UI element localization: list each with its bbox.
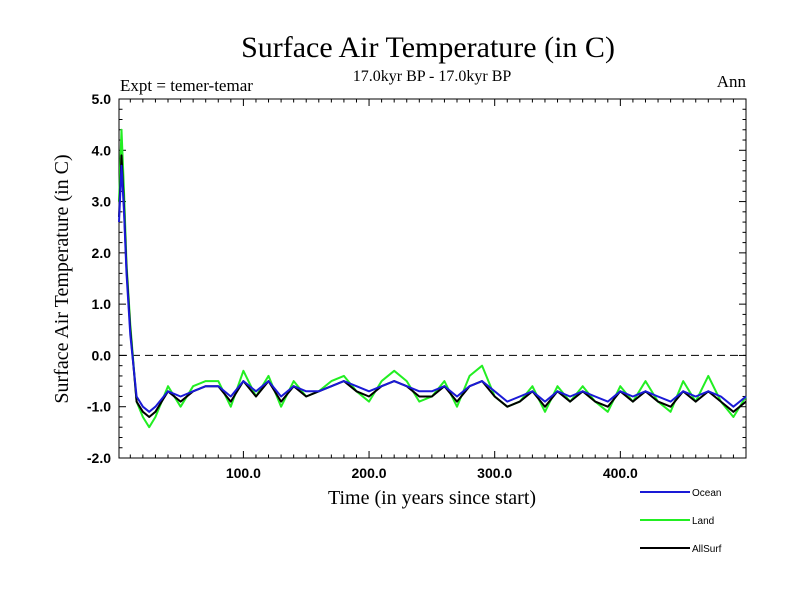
legend-label-allsurf: AllSurf — [692, 544, 722, 555]
series-line-allsurf — [118, 154, 747, 418]
plot-area: -2.0 -1.0 0.0 1.0 2.0 3.0 4.0 5.0 100.0 200.0 300.… — [87, 91, 747, 481]
y-tick-label: 3.0 — [92, 194, 112, 210]
plot-frame — [118, 98, 747, 459]
y-tick-label: 4.0 — [92, 142, 112, 158]
x-tick-label: 100.0 — [226, 465, 261, 481]
legend-label-ocean: Ocean — [692, 488, 721, 499]
x-axis-label: Time (in years since start) — [328, 487, 536, 509]
y-tick-label: 5.0 — [92, 91, 112, 107]
legend: Ocean Land AllSurf — [640, 488, 722, 555]
experiment-label: Expt = temer-temar — [120, 76, 253, 95]
x-tick-label: 200.0 — [352, 465, 387, 481]
chart-subtitle: 17.0kyr BP - 17.0kyr BP — [353, 68, 512, 85]
y-tick-label: -2.0 — [87, 450, 111, 466]
chart-title: Surface Air Temperature (in C) — [241, 31, 615, 64]
y-axis-label: Surface Air Temperature (in C) — [51, 154, 73, 403]
series-line-ocean — [118, 164, 747, 413]
legend-label-land: Land — [692, 516, 714, 527]
y-tick-label: 0.0 — [92, 347, 112, 363]
series-line-land — [118, 128, 747, 429]
y-tick-label: 2.0 — [92, 245, 112, 261]
y-tick-label: 1.0 — [92, 296, 112, 312]
x-tick-label: 300.0 — [477, 465, 512, 481]
y-tick-label: -1.0 — [87, 399, 111, 415]
x-tick-label: 400.0 — [603, 465, 638, 481]
season-label: Ann — [717, 72, 747, 91]
